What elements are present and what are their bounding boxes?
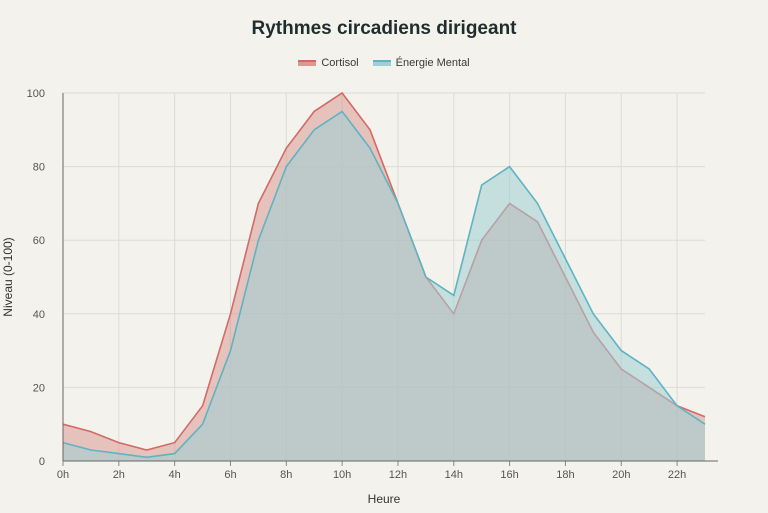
legend: Cortisol Énergie Mental: [0, 57, 768, 69]
legend-swatch-energie: [372, 60, 391, 66]
x-tick-label: 12h: [389, 469, 407, 481]
x-axis-title: Heure: [368, 492, 401, 506]
chart-title: Rythmes circadiens dirigeant: [251, 18, 517, 39]
y-tick-label: 100: [27, 88, 45, 100]
legend-item-energie[interactable]: Énergie Mental: [372, 57, 470, 69]
x-tick-label: 14h: [445, 469, 463, 481]
y-axis-title: Niveau (0-100): [1, 237, 15, 316]
line-energie: [62, 110, 706, 459]
x-tick-label: 2h: [113, 469, 125, 481]
tick-labels: 0 20 40 60 80 100 0h 2h 4h 6h 8h 10h 12h 14h 16h 18h 20h…: [27, 88, 687, 481]
x-tick-label: 16h: [500, 469, 518, 481]
series-areas: [62, 91, 706, 462]
x-tick-label: 4h: [169, 469, 181, 481]
area-energie: [63, 111, 705, 462]
legend-item-cortisol[interactable]: Cortisol: [298, 57, 359, 69]
legend-swatch-cortisol: [298, 60, 317, 66]
x-tick-label: 18h: [556, 469, 574, 481]
x-tick-label: 10h: [333, 469, 351, 481]
x-tick-label: 20h: [612, 469, 630, 481]
y-tick-label: 40: [33, 309, 45, 321]
y-tick-label: 0: [39, 456, 45, 468]
x-tick-label: 6h: [224, 469, 236, 481]
legend-label-cortisol: Cortisol: [321, 57, 359, 69]
axes: [62, 93, 718, 466]
legend-label-energie: Énergie Mental: [395, 57, 470, 69]
y-tick-label: 20: [33, 382, 45, 394]
y-tick-label: 60: [33, 235, 45, 247]
x-tick-label: 8h: [280, 469, 292, 481]
y-tick-label: 80: [33, 162, 45, 174]
x-tick-label: 22h: [668, 469, 686, 481]
x-tick-label: 0h: [57, 469, 69, 481]
